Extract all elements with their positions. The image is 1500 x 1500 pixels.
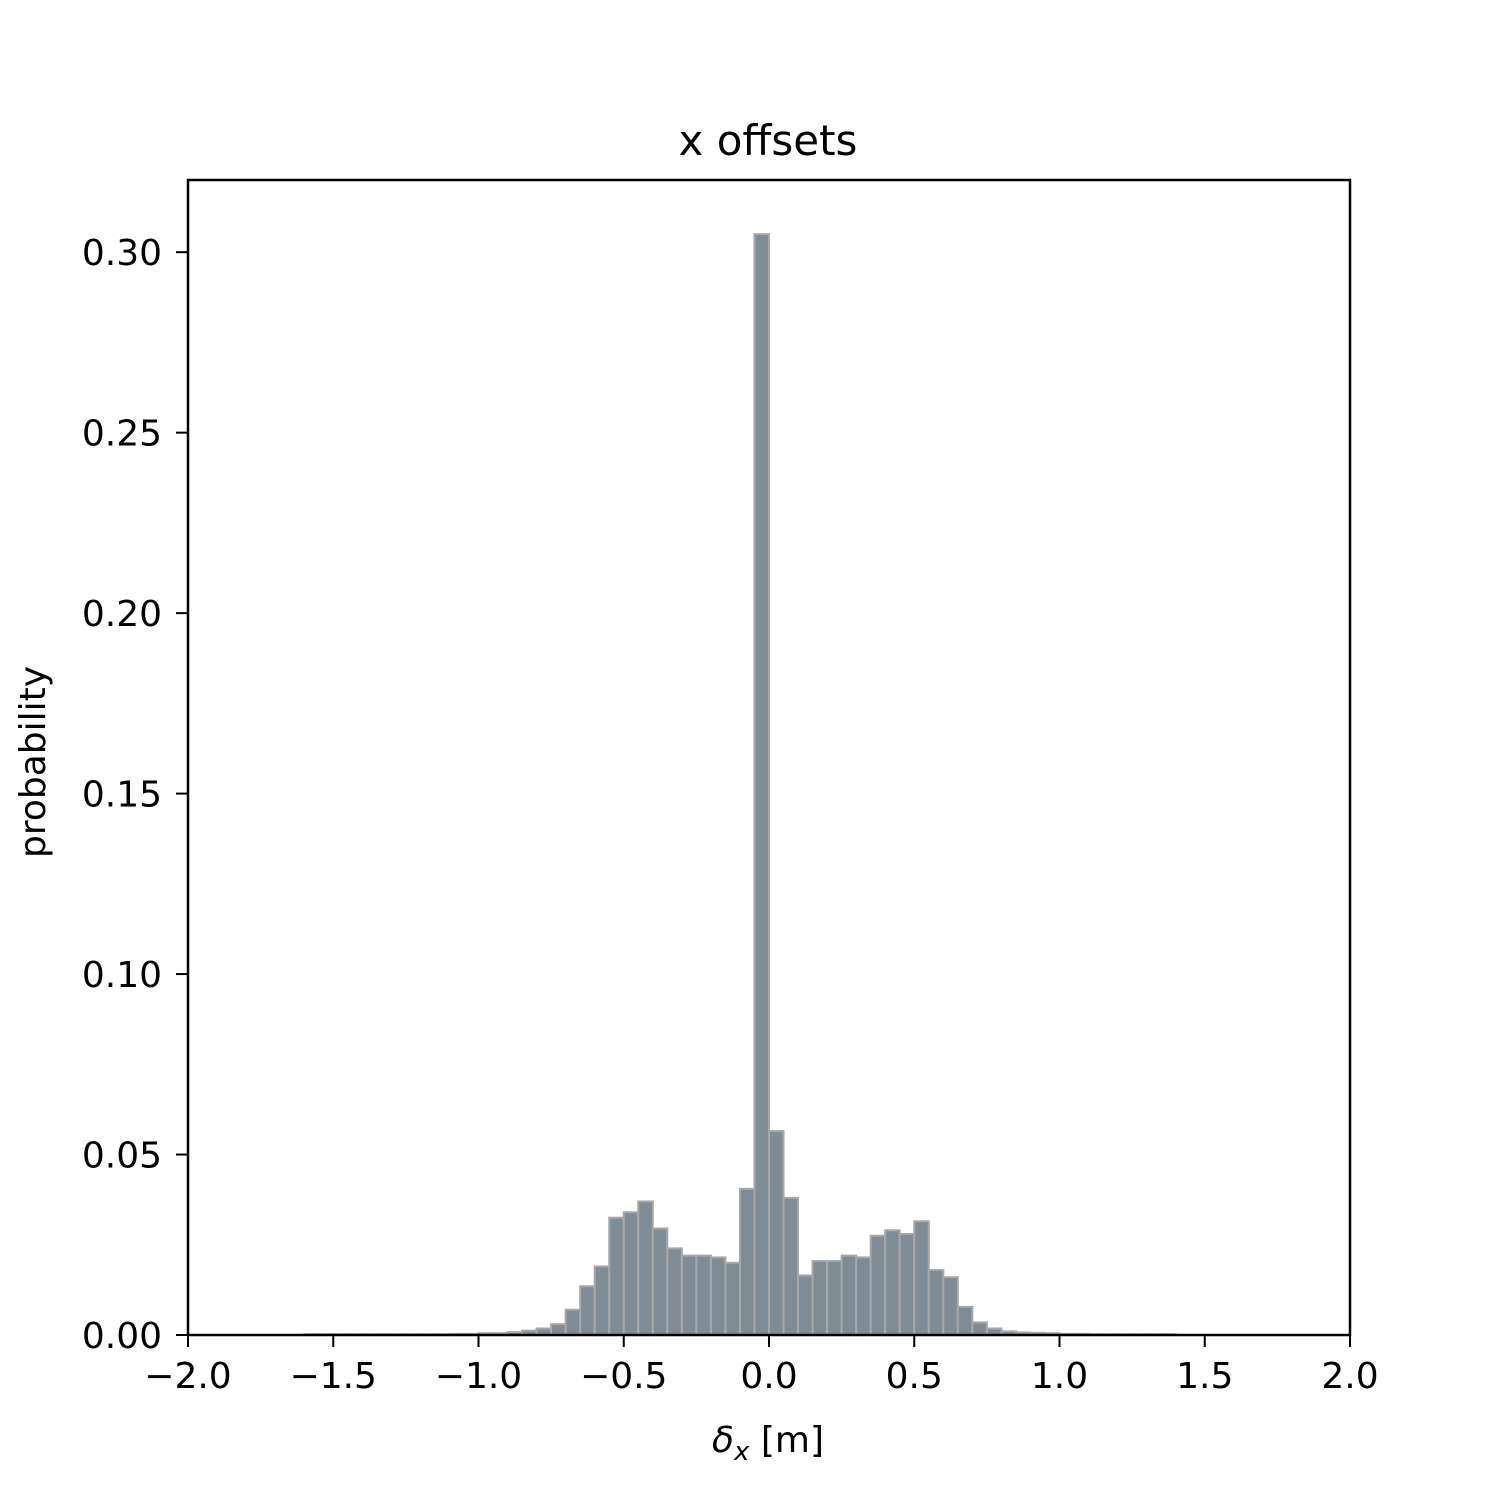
x-axis-label: δx [m] xyxy=(712,1420,824,1467)
y-tick-label: 0.25 xyxy=(82,414,162,455)
y-tick-label: 0.10 xyxy=(82,955,162,996)
histogram-bar xyxy=(840,1254,858,1336)
histogram-bar xyxy=(898,1232,916,1336)
x-tick-label: 0.5 xyxy=(886,1356,943,1397)
histogram-bar xyxy=(680,1254,698,1336)
y-tick-label: 0.20 xyxy=(82,594,162,635)
y-axis-ticks: 0.00 0.05 0.10 0.15 0.20 0.25 0.30 xyxy=(82,233,188,1357)
x-tick-label: −2.0 xyxy=(144,1356,231,1397)
histogram-bar xyxy=(811,1260,829,1336)
y-tick-label: 0.30 xyxy=(82,233,162,274)
histogram-bar xyxy=(637,1200,654,1336)
histogram-bar xyxy=(869,1234,887,1336)
chart-title: x offsets xyxy=(679,116,858,165)
x-axis-ticks: −2.0 −1.5 −1.0 −0.5 0.0 0.5 1.0 1.5 2.0 xyxy=(144,1335,1379,1397)
histogram-bar xyxy=(550,1323,567,1336)
histogram-bar xyxy=(666,1247,683,1336)
histogram-bar xyxy=(942,1276,959,1336)
x-tick-label: 1.5 xyxy=(1176,1356,1233,1397)
histogram-bar xyxy=(913,1220,930,1336)
histogram-bar xyxy=(579,1285,596,1336)
histogram-bar xyxy=(971,1321,988,1336)
plot-frame xyxy=(186,178,1352,1337)
histogram-bar xyxy=(622,1211,640,1336)
histogram-bar xyxy=(724,1261,741,1336)
x-tick-label: −1.5 xyxy=(290,1356,377,1397)
x-tick-label: 0.0 xyxy=(740,1356,797,1397)
histogram-bar xyxy=(564,1308,582,1336)
histogram-bar xyxy=(956,1305,974,1337)
x-tick-label: −0.5 xyxy=(580,1356,667,1397)
histogram-bar xyxy=(651,1227,669,1336)
histogram-bar xyxy=(768,1130,785,1336)
y-tick-label: 0.00 xyxy=(82,1316,162,1357)
histogram-bar xyxy=(782,1196,800,1336)
x-tick-label: −1.0 xyxy=(435,1356,522,1397)
histogram-bar xyxy=(855,1256,872,1336)
histogram-bar xyxy=(695,1254,712,1336)
histogram-bar xyxy=(797,1274,814,1336)
x-tick-label: 2.0 xyxy=(1321,1356,1378,1397)
histogram-bar xyxy=(826,1260,843,1336)
y-tick-label: 0.15 xyxy=(82,775,162,816)
histogram-bar xyxy=(753,233,770,1336)
x-tick-label: 1.0 xyxy=(1031,1356,1088,1397)
histogram-bar xyxy=(593,1265,611,1336)
histogram-bar xyxy=(709,1256,727,1336)
histogram-bar xyxy=(738,1187,756,1336)
histogram-bar xyxy=(608,1216,625,1336)
y-axis-label: probability xyxy=(13,666,54,858)
histogram-bar xyxy=(927,1269,945,1336)
histogram-bars xyxy=(303,233,1177,1337)
y-tick-label: 0.05 xyxy=(82,1136,162,1177)
histogram-bar xyxy=(884,1229,901,1336)
